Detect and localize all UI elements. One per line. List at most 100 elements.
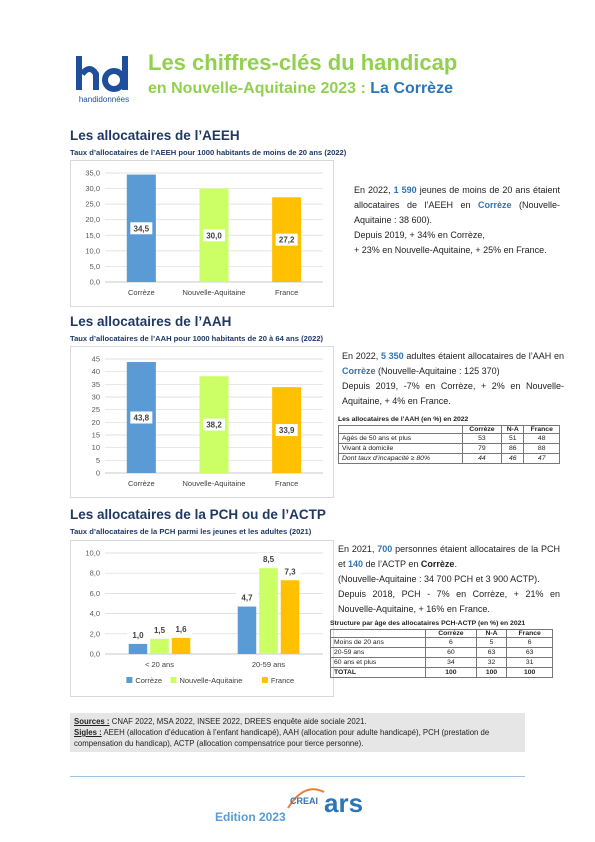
text: jeunes de moins de 20 ans étaient alloca… <box>354 185 560 210</box>
value-label: 4,7 <box>235 591 258 604</box>
value-label-text: 43,8 <box>134 414 150 423</box>
y-tick-label: 20,0 <box>85 215 100 224</box>
paragraph: En 2021, 700 personnes étaient allocatai… <box>338 542 560 572</box>
x-tick-label: Corrèze <box>128 288 155 297</box>
highlight-number: 5 350 <box>380 351 404 361</box>
cell: 6 <box>425 637 477 648</box>
y-tick-label: 25 <box>92 405 100 414</box>
cell: 63 <box>506 647 553 658</box>
bar <box>280 580 300 654</box>
table: Corrèze N-A France Moins de 20 ans 6 5 6 20-59 … <box>329 629 553 678</box>
logo-stroke <box>79 66 99 90</box>
table-row: Agés de 50 ans et plus 53 51 48 <box>338 433 560 444</box>
value-label: 8,5 <box>257 553 280 566</box>
bar <box>171 637 191 654</box>
x-tick-label: France <box>275 479 298 488</box>
sigles: Sigles : AEEH (allocation d’éducation à … <box>74 727 521 749</box>
table-row: 60 ans et plus 34 32 31 <box>329 657 553 668</box>
legend-label: Nouvelle-Aquitaine <box>179 676 242 685</box>
text: (Nouvelle-Aquitaine : 125 370) <box>375 366 500 376</box>
cell: 32 <box>475 657 508 668</box>
cell: 100 <box>475 667 508 678</box>
column-header: Corrèze <box>425 629 477 638</box>
highlight-place: Corrèze <box>477 200 512 210</box>
value-label-box <box>130 411 153 424</box>
value-label-text: 1,0 <box>132 631 144 640</box>
table-corner <box>329 629 427 638</box>
cell: 60 <box>425 647 477 658</box>
table-header-row: Corrèze N-A France <box>338 425 560 434</box>
logo-text: ars <box>324 788 363 818</box>
row-label: TOTAL <box>329 667 427 678</box>
subtitle-text: en Nouvelle-Aquitaine 2023 : <box>148 80 371 97</box>
sources-label: Sources : <box>74 717 110 726</box>
cell: 34 <box>425 657 477 668</box>
section-heading: Les allocataires de l’AEEH <box>70 128 240 143</box>
table-title: Les allocataires de l’AAH (en %) en 2022 <box>338 416 469 423</box>
value-label-text: 7,3 <box>284 567 296 576</box>
value-label-text: 1,5 <box>154 626 166 635</box>
chart-box: 0,0 5,0 10,0 15,0 20,0 25,0 30,0 35,0 Corrèze 34,… <box>70 160 334 307</box>
title: Les chiffres-clés du handicap <box>148 50 458 75</box>
legend-swatch <box>261 677 268 683</box>
column-header: N-A <box>501 425 525 434</box>
column-header: N-A <box>475 629 508 638</box>
sigles-label: Sigles : <box>74 728 102 737</box>
cell: 6 <box>506 637 553 648</box>
value-label-text: 27,2 <box>279 236 295 245</box>
text: En 2022, <box>342 351 381 361</box>
table-block: Les allocataires de l’AAH (en %) en 2022… <box>338 416 560 464</box>
y-tick-label: 20 <box>92 418 100 427</box>
value-label-box <box>130 222 153 235</box>
x-tick-label: France <box>275 288 298 297</box>
paragraph: Depuis 2018, PCH - 7% en Corrèze, + 21% … <box>338 589 560 614</box>
text: personnes étaient allocataires de la PCH… <box>338 544 560 569</box>
logo-handidonnees: handidonnées <box>76 56 129 104</box>
x-tick-label: 20-59 ans <box>252 660 286 669</box>
logo-arc <box>287 788 325 809</box>
value-label: 34,5 <box>130 222 153 235</box>
cell: 51 <box>501 433 525 444</box>
highlight-number: 700 <box>377 544 393 554</box>
logo-stroke <box>76 56 82 90</box>
chart-title: Taux d’allocataires de l’AAH pour 1000 h… <box>70 334 324 343</box>
value-label: 27,2 <box>275 233 298 246</box>
cell: 53 <box>461 433 503 444</box>
value-label-box <box>126 628 149 641</box>
sigles-text: AEEH (allocation d’éducation à l’enfant … <box>74 728 490 748</box>
y-tick-label: 10,0 <box>85 549 100 558</box>
cell: 47 <box>523 453 560 464</box>
y-tick-label: 0 <box>96 469 100 478</box>
paragraph: En 2022, 5 350 adultes étaient allocatai… <box>342 349 564 379</box>
subtitle: en Nouvelle-Aquitaine 2023 : La Corrèze <box>148 80 453 98</box>
y-tick-label: 0,0 <box>90 278 100 287</box>
paragraph: + 23% en Nouvelle-Aquitaine, + 25% en Fr… <box>354 245 547 255</box>
chart-title: Taux d’allocataires de la PCH parmi les … <box>70 527 312 536</box>
value-label: 1,0 <box>126 628 149 641</box>
bar <box>237 606 257 654</box>
paragraph: (Nouvelle-Aquitaine : 34 700 PCH et 3 90… <box>338 574 540 584</box>
value-label-box <box>148 623 171 636</box>
row-label: 60 ans et plus <box>329 657 427 668</box>
value-label: 30,0 <box>203 229 225 242</box>
value-label-text: 34,5 <box>134 224 150 233</box>
value-label-text: 4,7 <box>241 594 253 603</box>
value-label-text: 38,2 <box>206 421 222 430</box>
edition: Edition 2023 <box>215 810 286 824</box>
y-tick-label: 30 <box>92 393 100 402</box>
row-label: Agés de 50 ans et plus <box>338 433 463 444</box>
legend-label: France <box>271 676 294 685</box>
row-label: Vivant à domicile <box>338 443 463 454</box>
bar <box>128 643 148 654</box>
chart-box: 0,0 2,0 4,0 6,0 8,0 10,0 < 20 ans 1,0 1,5 1,6 20-5… <box>70 540 334 697</box>
cell: 79 <box>461 443 503 454</box>
value-label: 1,6 <box>170 622 193 635</box>
row-label: Dont taux d’incapacité ≥ 80% <box>338 453 463 464</box>
cell: 46 <box>501 453 525 464</box>
chart-box: 0 5 10 15 20 25 30 35 40 45 Corrèze 43,8 Nouvelle-Aq… <box>70 346 334 498</box>
x-tick-label: Nouvelle-Aquitaine <box>183 479 246 488</box>
logo-stroke <box>122 56 128 90</box>
text: (Nouvelle-Aquitaine : 38 600). <box>354 200 560 225</box>
value-label: 33,9 <box>275 424 298 437</box>
